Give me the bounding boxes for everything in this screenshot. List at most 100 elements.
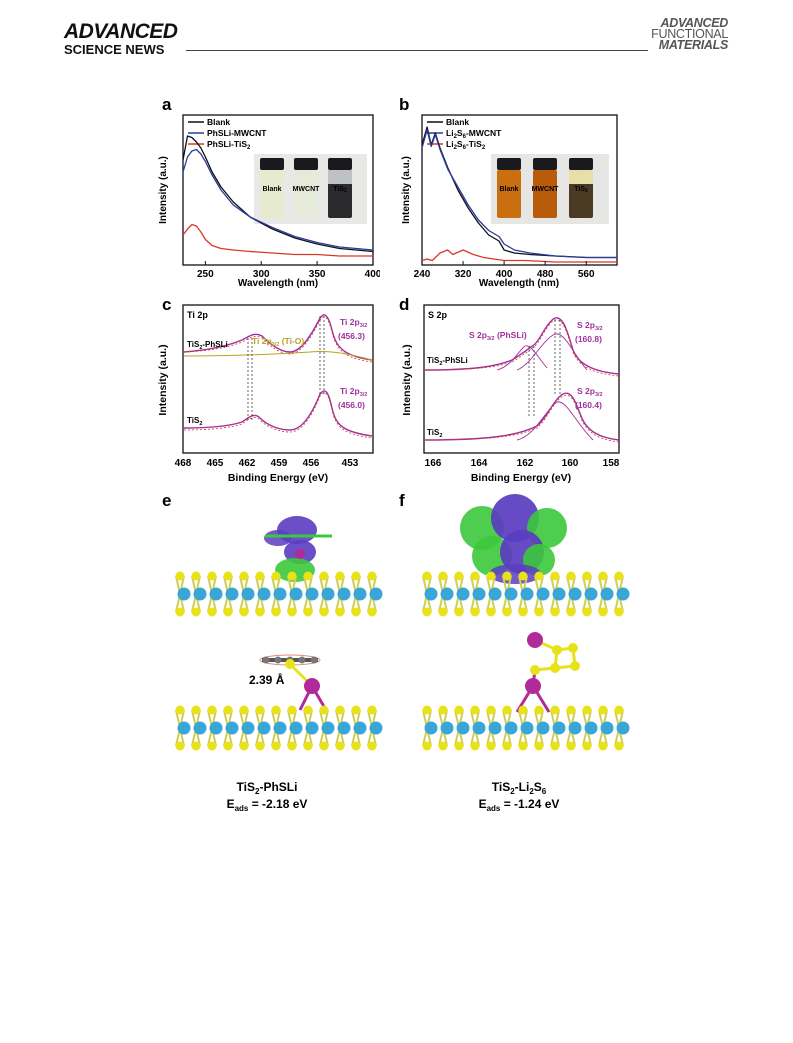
x-tick-label: 350 (309, 269, 326, 280)
s-atom (470, 607, 480, 617)
plot-frame-c (182, 304, 374, 454)
ti-atom (209, 587, 223, 601)
svg-text:164: 164 (471, 458, 488, 469)
s-atom (518, 607, 528, 617)
ti-atom (225, 587, 239, 601)
label-d-top: TiS2-PhSLi (427, 356, 468, 367)
s-atom (175, 741, 185, 751)
ann-d-bot-val: (160.4) (575, 400, 602, 410)
ti-atom (520, 587, 534, 601)
tis2-slab-f-top (422, 571, 630, 617)
s-atom (335, 607, 345, 617)
ti-atom (273, 587, 287, 601)
ti-atom (472, 721, 486, 735)
ti-atom (424, 587, 438, 601)
logo-right-line3: MATERIALS (658, 38, 729, 52)
s-atom (191, 571, 201, 581)
ti-atom (584, 587, 598, 601)
panel-c: c Ti 2p TiS2-PhSLi TiS2 Ti 2p3/2 (Ti-O) … (157, 295, 374, 484)
ti-atom (289, 587, 303, 601)
curves-a (182, 135, 374, 257)
caption-e-main: TiS2-PhSLi (237, 780, 298, 796)
s-atom (335, 571, 345, 581)
s-atom (438, 571, 448, 581)
s-atom (303, 741, 313, 751)
series-line-phsli-mwcnt (182, 148, 374, 251)
journal-logo-right: ADVANCED FUNCTIONAL MATERIALS (650, 17, 729, 52)
ti-atom (616, 721, 630, 735)
ylabel-d: Intensity (a.u.) (401, 344, 413, 415)
ti-atom (209, 721, 223, 735)
label-d-bottom: TiS2 (427, 428, 442, 439)
legend-a-mwcnt: PhSLi-MWCNT (207, 128, 267, 138)
ti-atom (536, 587, 550, 601)
panel-a: a Blank PhSLi-MWCNT PhSLi-TiS2 Blank MWC… (158, 95, 380, 289)
ti-atom (600, 587, 614, 601)
s-atom (502, 571, 512, 581)
s-atom (502, 741, 512, 751)
s-atom (566, 571, 576, 581)
legend-a: Blank PhSLi-MWCNT PhSLi-TiS2 (188, 117, 267, 151)
s-atom (255, 705, 265, 715)
svg-text:158: 158 (603, 458, 620, 469)
xticks-a: 250 300 350 400 (197, 261, 380, 280)
li2s6-molecule-f (515, 632, 580, 713)
s-atom (351, 705, 361, 715)
caption-f-main: TiS2-Li2S6 (492, 780, 547, 796)
s-atom (614, 741, 624, 751)
legend-b-mwcnt: Li2S6-MWCNT (446, 128, 502, 140)
panel-letter-c: c (162, 295, 171, 314)
ann-c-top-val: (456.3) (338, 331, 365, 341)
ti-atom (257, 587, 271, 601)
s-atom (470, 705, 480, 715)
s-atom (223, 571, 233, 581)
vial-label-a-blank: Blank (262, 186, 281, 193)
vial-label-b-mwcnt: MWCNT (532, 186, 560, 193)
x-tick-label: 250 (197, 269, 214, 280)
ti-atom (337, 587, 351, 601)
s-atom (598, 705, 608, 715)
ann-d-top-peak: S 2p3/2 (577, 320, 603, 332)
legend-b: Blank Li2S6-MWCNT Li2S6-TiS2 (427, 117, 502, 151)
s-atom (319, 607, 329, 617)
s-atom (271, 607, 281, 617)
title-d: S 2p (428, 310, 448, 320)
legend-b-tis2: Li2S6-TiS2 (446, 139, 486, 151)
s-atom (550, 571, 560, 581)
s-atom (367, 571, 377, 581)
caption-f-eads: Eads = -1.24 eV (479, 797, 560, 813)
s-atom (566, 607, 576, 617)
ti-atom (337, 721, 351, 735)
s-atom (207, 741, 217, 751)
plot-frame-d (423, 304, 620, 454)
s-atom (207, 571, 217, 581)
s-atom (598, 741, 608, 751)
s-atom (518, 705, 528, 715)
ylabel-c: Intensity (a.u.) (157, 344, 169, 415)
ti-atom (289, 721, 303, 735)
vial-label-a-tis2: TiS2 (333, 186, 347, 194)
panel-f: f TiS2-Li2S6 Eads = -1.24 eV (399, 491, 630, 813)
s-atom (367, 607, 377, 617)
s-atom (239, 741, 249, 751)
ti-atom (273, 721, 287, 735)
s-atom (191, 741, 201, 751)
s-atom (566, 741, 576, 751)
s-atom (271, 571, 281, 581)
series-line-phsli-tis2 (182, 223, 373, 257)
svg-text:453: 453 (342, 458, 359, 469)
ti-atom (568, 721, 582, 735)
s-atom (598, 571, 608, 581)
ti-atom (504, 721, 518, 735)
s-atom (287, 741, 297, 751)
s-atom (582, 705, 592, 715)
plot-frame-a (182, 114, 374, 266)
ylabel-b: Intensity (a.u.) (401, 156, 412, 224)
legend-a-tis2: PhSLi-TiS2 (207, 139, 251, 151)
ti-atom (472, 587, 486, 601)
ti-atom (584, 721, 598, 735)
s-atom (367, 741, 377, 751)
ti-atom (193, 721, 207, 735)
s-atom (351, 571, 361, 581)
s-atom (438, 607, 448, 617)
